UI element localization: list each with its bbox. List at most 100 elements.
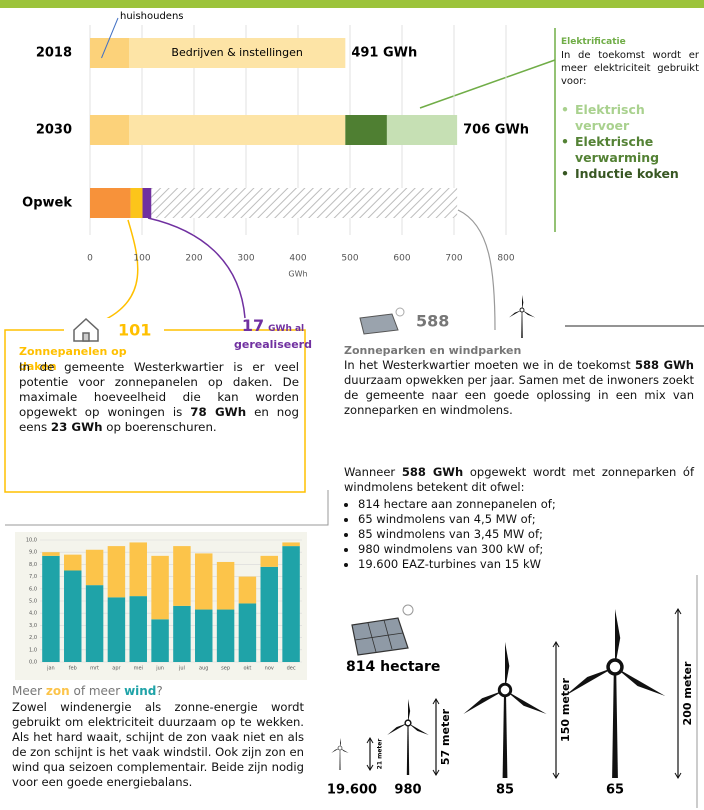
bar-segment (151, 556, 168, 619)
electrification: Elektrificatie In de toekomst wordt er m… (561, 36, 699, 182)
bold-text: 78 GWh (190, 405, 246, 419)
electrification-text: In de toekomst wordt er meer elektricite… (561, 49, 699, 88)
list-item: •Elektrische verwarming (561, 134, 699, 166)
turbine-tower (340, 748, 341, 770)
x-tick-label: 700 (445, 254, 462, 264)
item-text: Elektrische verwarming (575, 134, 699, 166)
bar-segment (239, 577, 256, 604)
bar-segment (108, 597, 125, 662)
y-tick-label: 3,0 (29, 623, 37, 629)
rooftop-number: 101 (118, 321, 151, 340)
parks-list: 814 hectare aan zonnepanelen of;65 windm… (344, 497, 698, 572)
bar-segment (173, 606, 190, 662)
bar-segment (131, 188, 143, 218)
category-label: 2018 (36, 46, 72, 61)
bar-segment (282, 546, 299, 662)
bar-segment (151, 188, 457, 218)
list-item: 814 hectare aan zonnepanelen of; (358, 497, 698, 512)
turbine-hub (405, 720, 411, 726)
y-tick-label: 5,0 (29, 599, 37, 605)
turbine-tower (407, 723, 409, 775)
turbine-hub (608, 660, 622, 674)
bar-segment (345, 115, 387, 145)
parks-text: Wanneer 588 GWh opgewekt wordt met zonne… (344, 465, 694, 495)
text: In het Westerkwartier moeten we in de to… (344, 358, 635, 372)
height-label: 200 meter (681, 661, 694, 725)
bullet: • (561, 166, 575, 182)
x-tick-label: dec (287, 666, 296, 672)
y-tick-label: 9,0 (29, 550, 37, 556)
turbine-hub (499, 684, 511, 696)
title-text: Meer (12, 684, 46, 698)
y-tick-label: 2,0 (29, 635, 37, 641)
solar-icon (360, 308, 404, 334)
turbine-label: 980 (394, 783, 421, 798)
bullet: • (561, 134, 575, 166)
bar-segment (173, 546, 190, 606)
x-tick-label: jan (46, 666, 55, 672)
solar-label: 814 hectare (346, 659, 440, 675)
x-tick-label: jun (155, 666, 164, 672)
height-label: 21 meter (377, 739, 384, 770)
item-text: Elektrisch vervoer (575, 102, 699, 134)
bar-segment (261, 567, 278, 662)
bar-segment (261, 556, 278, 567)
bar-segment (151, 619, 168, 662)
x-tick-label: jul (178, 666, 185, 672)
x-axis-label: GWh (288, 270, 307, 279)
realised: 17 GWh al gerealiseerd (232, 318, 314, 352)
x-tick-label: aug (199, 666, 208, 672)
parks-number: 588 (416, 312, 449, 331)
bar-segment (108, 546, 125, 597)
realised-unit: GWh al (268, 324, 304, 334)
x-tick-label: mei (134, 666, 143, 672)
mix-text: Zowel windenergie als zonne-energie word… (12, 700, 304, 790)
turbine-blade (505, 642, 509, 690)
bar-segment (217, 610, 234, 662)
solar-icon (352, 605, 413, 655)
x-tick-label: 300 (237, 254, 254, 264)
y-tick-label: 4,0 (29, 611, 37, 617)
turbine-tower (503, 690, 508, 778)
category-label: 2030 (36, 123, 72, 138)
parks-text: In het Westerkwartier moeten we in de to… (344, 358, 694, 418)
list-item: 980 windmolens van 300 kW of; (358, 542, 698, 557)
list-item: •Elektrisch vervoer (561, 102, 699, 134)
text: duurzaam opwekken per jaar. Samen met de… (344, 373, 694, 417)
bar-segment (282, 542, 299, 546)
series-label: huishoudens (120, 11, 184, 22)
x-tick-label: 0 (87, 254, 93, 264)
series-label: Bedrijven & instellingen (171, 46, 302, 59)
bold-text: 23 GWh (51, 420, 103, 434)
bar-segment (387, 115, 457, 145)
turbine-blade (408, 699, 410, 723)
bar-segment (42, 556, 59, 662)
list-item: •Inductie koken (561, 166, 699, 182)
bar-segment (64, 571, 81, 663)
turbine-label: 19.600 (327, 783, 377, 798)
text: op boerenschuren. (103, 420, 217, 434)
bar-segment (90, 115, 129, 145)
bar-segment (143, 188, 152, 218)
x-tick-label: 100 (133, 254, 150, 264)
bar-segment (86, 550, 103, 585)
connector (458, 210, 495, 330)
bar-segment (90, 38, 129, 68)
x-tick-label: okt (243, 666, 251, 672)
turbine-label: 65 (606, 783, 624, 798)
list-item: 85 windmolens van 3,45 MW of; (358, 527, 698, 542)
total-label: 491 GWh (351, 46, 417, 61)
y-tick-label: 10,0 (26, 538, 37, 544)
bar-segment (130, 596, 147, 662)
title-text: wind (124, 684, 156, 698)
mix-title: Meer zon of meer wind? (12, 684, 302, 699)
turbine-blade (615, 609, 620, 667)
bar-segment (130, 542, 147, 596)
bar-segment (195, 553, 212, 609)
x-tick-label: apr (112, 666, 121, 672)
bar-segment (217, 562, 234, 610)
turbine-tower (521, 310, 523, 338)
bar-segment (129, 115, 345, 145)
rooftop-text: In de gemeente Westerkwartier is er veel… (19, 360, 299, 435)
x-tick-label: 800 (497, 254, 514, 264)
